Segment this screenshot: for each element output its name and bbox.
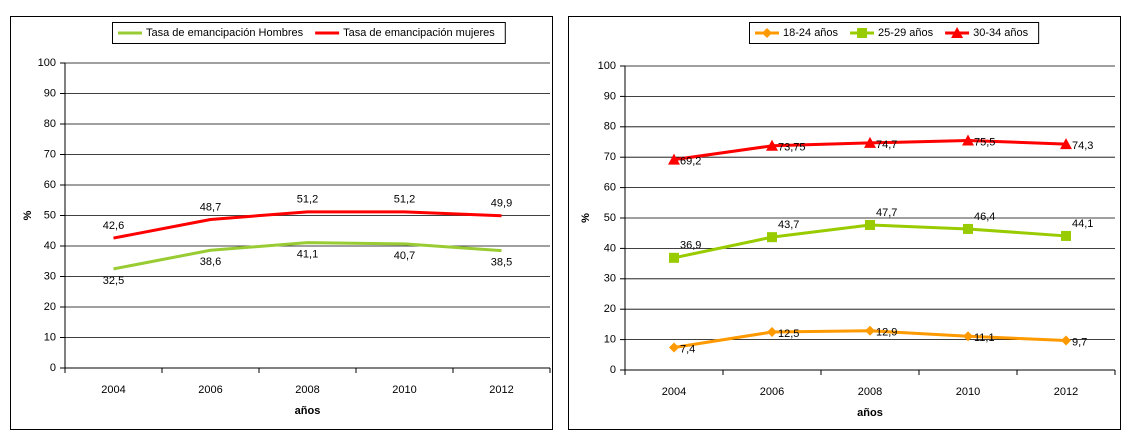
y-tick-label: 80 bbox=[604, 121, 616, 133]
legend-box bbox=[749, 22, 1040, 44]
legend-label: 30-34 años bbox=[973, 27, 1029, 39]
y-tick-label: 20 bbox=[604, 303, 616, 315]
value-label: 69,2 bbox=[680, 156, 701, 168]
x-tick-label: 2008 bbox=[858, 386, 882, 398]
y-tick-label: 0 bbox=[50, 362, 56, 374]
y-tick-label: 10 bbox=[604, 334, 616, 346]
series-line bbox=[113, 210, 502, 240]
value-label: 32,5 bbox=[103, 275, 124, 287]
y-tick-label: 30 bbox=[604, 273, 616, 285]
marker bbox=[767, 232, 777, 243]
y-tick-label: 100 bbox=[598, 60, 616, 72]
chart-panel bbox=[10, 16, 553, 430]
marker bbox=[669, 342, 679, 353]
value-label: 12,9 bbox=[876, 327, 897, 339]
legend-box bbox=[112, 22, 506, 44]
value-label: 75,5 bbox=[974, 136, 995, 148]
y-tick-label: 70 bbox=[604, 151, 616, 163]
value-label: 12,5 bbox=[778, 328, 799, 340]
marker bbox=[962, 134, 974, 146]
marker bbox=[767, 327, 777, 337]
y-tick-label: 20 bbox=[44, 301, 56, 313]
y-axis-label: % bbox=[580, 213, 592, 223]
marker bbox=[963, 223, 973, 234]
value-label: 7,4 bbox=[680, 343, 695, 355]
x-tick-label: 2004 bbox=[101, 384, 125, 396]
x-tick-label: 2012 bbox=[489, 384, 513, 396]
legend-marker bbox=[857, 28, 868, 38]
marker bbox=[864, 136, 876, 148]
y-tick-label: 40 bbox=[604, 242, 616, 254]
value-label: 38,6 bbox=[200, 256, 221, 268]
x-tick-label: 2012 bbox=[1054, 386, 1078, 398]
y-tick-label: 100 bbox=[38, 57, 56, 69]
x-tick-label: 2006 bbox=[760, 386, 784, 398]
x-tick-label: 2010 bbox=[392, 384, 416, 396]
value-label: 41,1 bbox=[297, 249, 318, 261]
legend-label: Tasa de emancipación Hombres bbox=[146, 27, 304, 39]
y-tick-label: 80 bbox=[44, 118, 56, 130]
y-tick-label: 50 bbox=[44, 209, 56, 221]
value-label: 11,1 bbox=[974, 332, 995, 344]
marker bbox=[963, 331, 973, 342]
legend-label: 18-24 años bbox=[783, 27, 839, 39]
y-tick-label: 60 bbox=[604, 182, 616, 194]
y-tick-label: 90 bbox=[44, 87, 56, 99]
x-tick-label: 2008 bbox=[295, 384, 319, 396]
value-label: 9,7 bbox=[1072, 336, 1087, 348]
marker bbox=[669, 252, 679, 263]
marker bbox=[668, 153, 680, 165]
legend: 18-24 años 25-29 años 30-34 años bbox=[749, 22, 1040, 44]
value-label: 46,4 bbox=[974, 211, 995, 223]
value-label: 73,75 bbox=[778, 142, 806, 154]
y-tick-label: 70 bbox=[44, 148, 56, 160]
legend: Tasa de emancipación Hombres Tasa de eman… bbox=[112, 22, 506, 44]
value-label: 36,9 bbox=[680, 240, 701, 252]
value-label: 43,7 bbox=[778, 219, 799, 231]
value-label: 49,9 bbox=[491, 198, 512, 210]
y-tick-label: 40 bbox=[44, 240, 56, 252]
marker bbox=[1061, 335, 1071, 346]
chart-panel bbox=[568, 16, 1121, 430]
marker bbox=[1060, 138, 1072, 150]
marker bbox=[766, 139, 778, 151]
y-tick-label: 10 bbox=[44, 331, 56, 343]
y-tick-label: 30 bbox=[44, 270, 56, 282]
marker bbox=[865, 219, 875, 230]
legend-marker bbox=[762, 28, 772, 38]
y-tick-label: 90 bbox=[604, 90, 616, 102]
value-label: 42,6 bbox=[103, 220, 124, 232]
y-tick-label: 50 bbox=[604, 212, 616, 224]
x-tick-label: 2004 bbox=[662, 386, 686, 398]
legend-marker bbox=[951, 27, 964, 38]
x-tick-label: 2010 bbox=[956, 386, 980, 398]
value-label: 40,7 bbox=[394, 250, 415, 262]
legend-label: Tasa de emancipación mujeres bbox=[343, 27, 495, 39]
x-axis-label: años bbox=[295, 405, 321, 417]
value-label: 47,7 bbox=[876, 207, 897, 219]
x-axis-label: años bbox=[857, 407, 883, 419]
value-label: 48,7 bbox=[200, 201, 221, 213]
value-label: 74,7 bbox=[876, 139, 897, 151]
y-axis-label: % bbox=[22, 210, 34, 220]
value-label: 74,3 bbox=[1072, 140, 1093, 152]
x-tick-label: 2006 bbox=[198, 384, 222, 396]
marker bbox=[1061, 230, 1071, 241]
marker bbox=[865, 325, 875, 336]
series-line bbox=[113, 241, 502, 271]
value-label: 51,2 bbox=[297, 194, 318, 206]
value-label: 51,2 bbox=[394, 194, 415, 206]
legend-label: 25-29 años bbox=[878, 27, 934, 39]
value-label: 44,1 bbox=[1072, 218, 1093, 230]
value-label: 38,5 bbox=[491, 256, 512, 268]
y-tick-label: 60 bbox=[44, 179, 56, 191]
y-tick-label: 0 bbox=[610, 364, 616, 376]
